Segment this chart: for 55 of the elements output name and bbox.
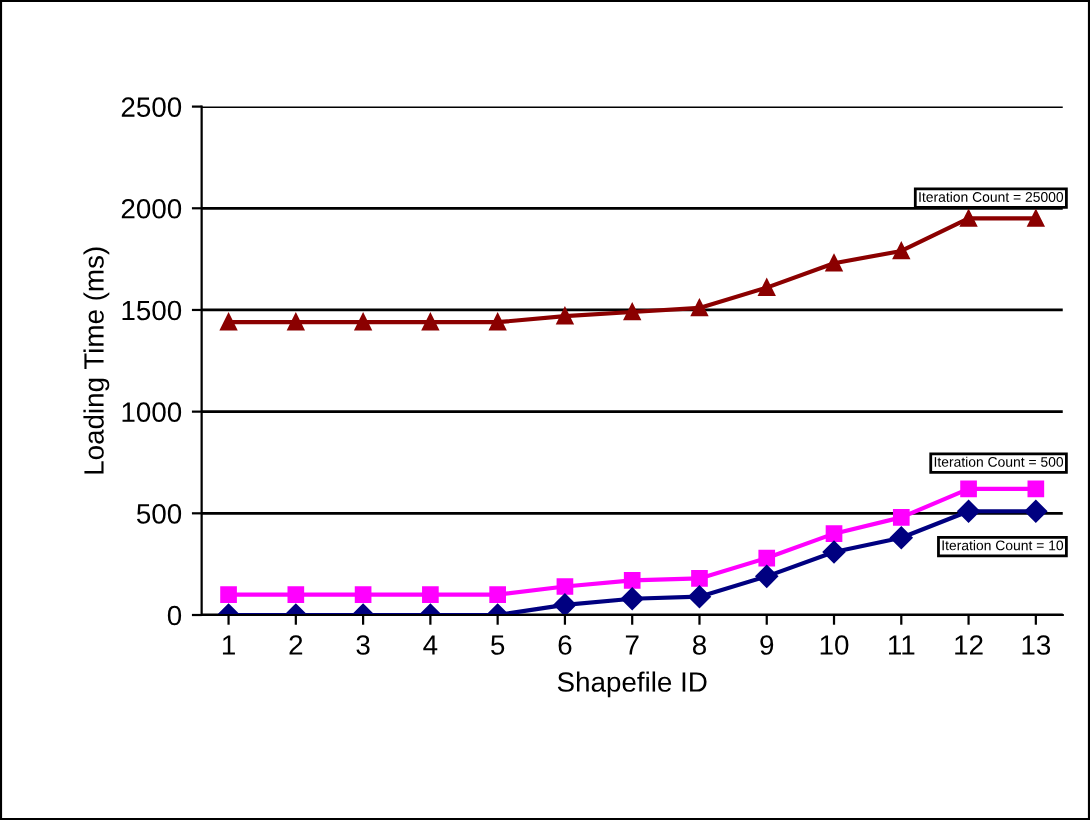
- point: [553, 593, 577, 615]
- x-tick-label: 12: [955, 635, 983, 655]
- x-tick-label: 11: [888, 635, 915, 655]
- point: [890, 526, 913, 549]
- point: [892, 242, 910, 260]
- x-tick-label: 9: [760, 635, 774, 655]
- y-tick-label: 500: [136, 503, 182, 524]
- point: [691, 299, 708, 317]
- point: [758, 279, 776, 296]
- point: [688, 585, 711, 608]
- y-tick-label: 0: [167, 605, 182, 626]
- point: [957, 500, 980, 523]
- y-tick-label: 2500: [121, 97, 182, 117]
- point: [1024, 500, 1048, 523]
- point: [422, 313, 439, 331]
- x-tick-label: 5: [491, 635, 505, 655]
- y-tick-label: 1000: [122, 402, 182, 422]
- point: [825, 525, 843, 542]
- point: [556, 578, 574, 595]
- point: [220, 586, 237, 603]
- point: [354, 586, 372, 603]
- x-tick-label: 7: [625, 635, 639, 655]
- x-tick-label: 6: [558, 635, 572, 655]
- y-tick-label: 1500: [122, 300, 182, 321]
- point: [960, 210, 977, 227]
- point: [755, 565, 778, 588]
- point: [220, 313, 237, 331]
- point: [623, 303, 641, 321]
- point: [489, 313, 506, 331]
- x-tick-label: 4: [423, 635, 438, 655]
- y-axis-title: Loading Time (ms): [83, 247, 110, 474]
- x-tick-label: 1: [222, 635, 235, 655]
- point: [1027, 480, 1045, 498]
- point: [822, 540, 846, 564]
- point: [287, 313, 305, 331]
- point: [960, 480, 977, 498]
- point: [489, 586, 506, 603]
- point: [556, 307, 574, 325]
- point: [623, 572, 641, 589]
- x-tick-label: 3: [356, 635, 370, 655]
- point: [691, 570, 708, 587]
- point: [825, 254, 843, 272]
- x-tick-label: 13: [1022, 635, 1051, 655]
- point: [354, 313, 372, 331]
- y-tick-label: 2000: [121, 198, 182, 219]
- point: [892, 509, 910, 526]
- point: [620, 587, 644, 610]
- x-axis-title: Shapefile ID: [557, 671, 707, 698]
- point: [287, 586, 305, 603]
- x-tick-label: 2: [289, 635, 303, 655]
- point: [422, 586, 439, 603]
- point: [758, 549, 776, 567]
- x-tick-label: 10: [820, 635, 849, 655]
- x-tick-label: 8: [692, 635, 706, 655]
- point: [1027, 210, 1045, 227]
